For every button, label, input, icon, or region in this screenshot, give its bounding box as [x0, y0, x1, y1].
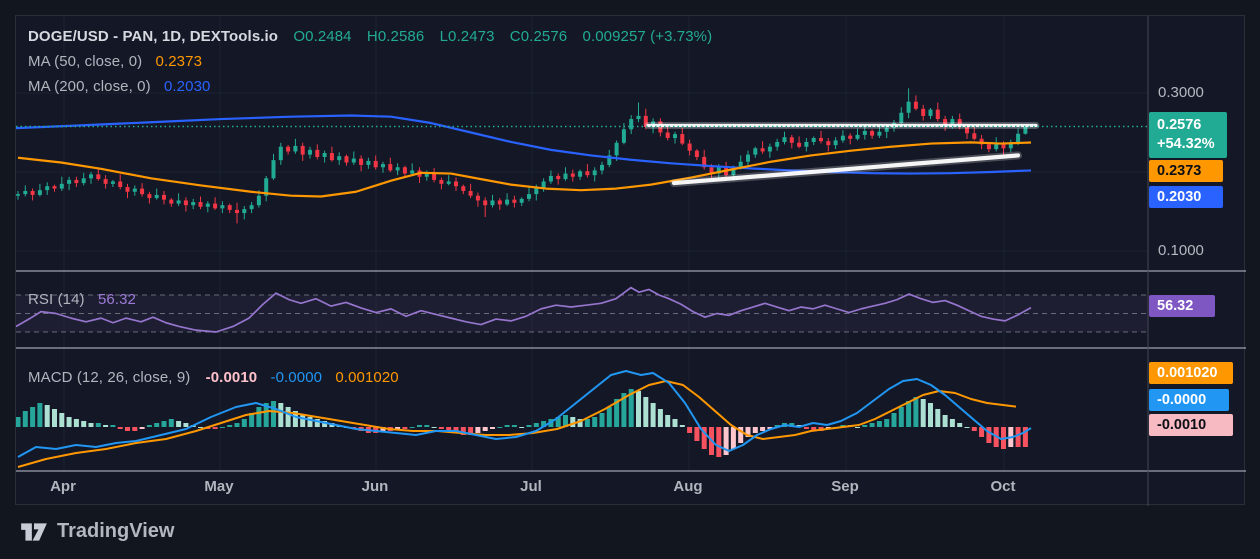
price-tick-top: 0.3000	[1158, 84, 1204, 101]
month-label-oct: Oct	[990, 478, 1016, 495]
macd-hist-badge: -0.0010	[1149, 414, 1233, 436]
macd-signal-badge: 0.001020	[1149, 362, 1233, 384]
last-price-badge: 0.2576 +54.32%	[1149, 112, 1227, 158]
symbol-legend[interactable]: DOGE/USD - PAN, 1D, DEXTools.io O0.2484 …	[28, 28, 712, 45]
ma200-label: MA (200, close, 0)	[28, 78, 151, 95]
ma50-price-badge: 0.2373	[1149, 160, 1223, 182]
tradingview-logo-icon[interactable]	[19, 517, 49, 547]
symbol-title: DOGE/USD - PAN, 1D, DEXTools.io	[28, 28, 279, 45]
ma50-line	[17, 141, 1032, 198]
candlestick-series	[16, 88, 1028, 224]
month-label-jul: Jul	[520, 478, 542, 495]
chart-card	[15, 15, 1246, 506]
last-price-value: 0.2576	[1157, 117, 1202, 133]
ohlc-change: 0.009257 (+3.73%)	[582, 28, 713, 45]
month-label-jun: Jun	[361, 478, 389, 495]
rsi-line	[16, 286, 1032, 333]
support-trendline[interactable]	[671, 153, 1021, 186]
rsi-label: RSI (14)	[28, 291, 85, 308]
ma200-value: 0.2030	[163, 78, 211, 95]
rsi-value: 56.32	[97, 291, 136, 308]
ohlc-open: O0.2484	[293, 28, 352, 45]
price-tick-bottom: 0.1000	[1158, 242, 1204, 259]
macd-line-value: -0.0000	[270, 369, 323, 386]
ma50-value: 0.2373	[155, 53, 203, 70]
ohlc-close: C0.2576	[509, 28, 568, 45]
ma50-label: MA (50, close, 0)	[28, 53, 143, 70]
tradingview-brand[interactable]: TradingView	[57, 520, 175, 542]
macd-line-badge: -0.0000	[1149, 389, 1229, 411]
month-label-aug: Aug	[673, 478, 703, 495]
last-price-percent: +54.32%	[1157, 136, 1215, 152]
rsi-badge: 56.32	[1149, 295, 1215, 317]
macd-signal-line	[17, 380, 1017, 468]
ohlc-low: L0.2473	[439, 28, 495, 45]
macd-histogram	[16, 389, 1028, 457]
macd-legend[interactable]: MACD (12, 26, close, 9) -0.0010 -0.0000 …	[28, 369, 399, 386]
ohlc-high: H0.2586	[366, 28, 425, 45]
ma200-legend[interactable]: MA (200, close, 0) 0.2030	[28, 78, 210, 95]
macd-signal-value: 0.001020	[335, 369, 399, 386]
month-label-apr: Apr	[50, 478, 76, 495]
macd-label: MACD (12, 26, close, 9)	[28, 369, 191, 386]
ma200-line	[16, 114, 1032, 175]
month-label-may: May	[204, 478, 234, 495]
ma200-price-badge: 0.2030	[1149, 186, 1223, 208]
macd-hist-value: -0.0010	[205, 369, 258, 386]
macd-line	[17, 370, 1032, 458]
ma50-legend[interactable]: MA (50, close, 0) 0.2373	[28, 53, 202, 70]
month-label-sep: Sep	[831, 478, 859, 495]
rsi-band	[16, 295, 1148, 332]
chart-canvas[interactable]	[16, 16, 1246, 506]
rsi-legend[interactable]: RSI (14) 56.32	[28, 291, 136, 308]
